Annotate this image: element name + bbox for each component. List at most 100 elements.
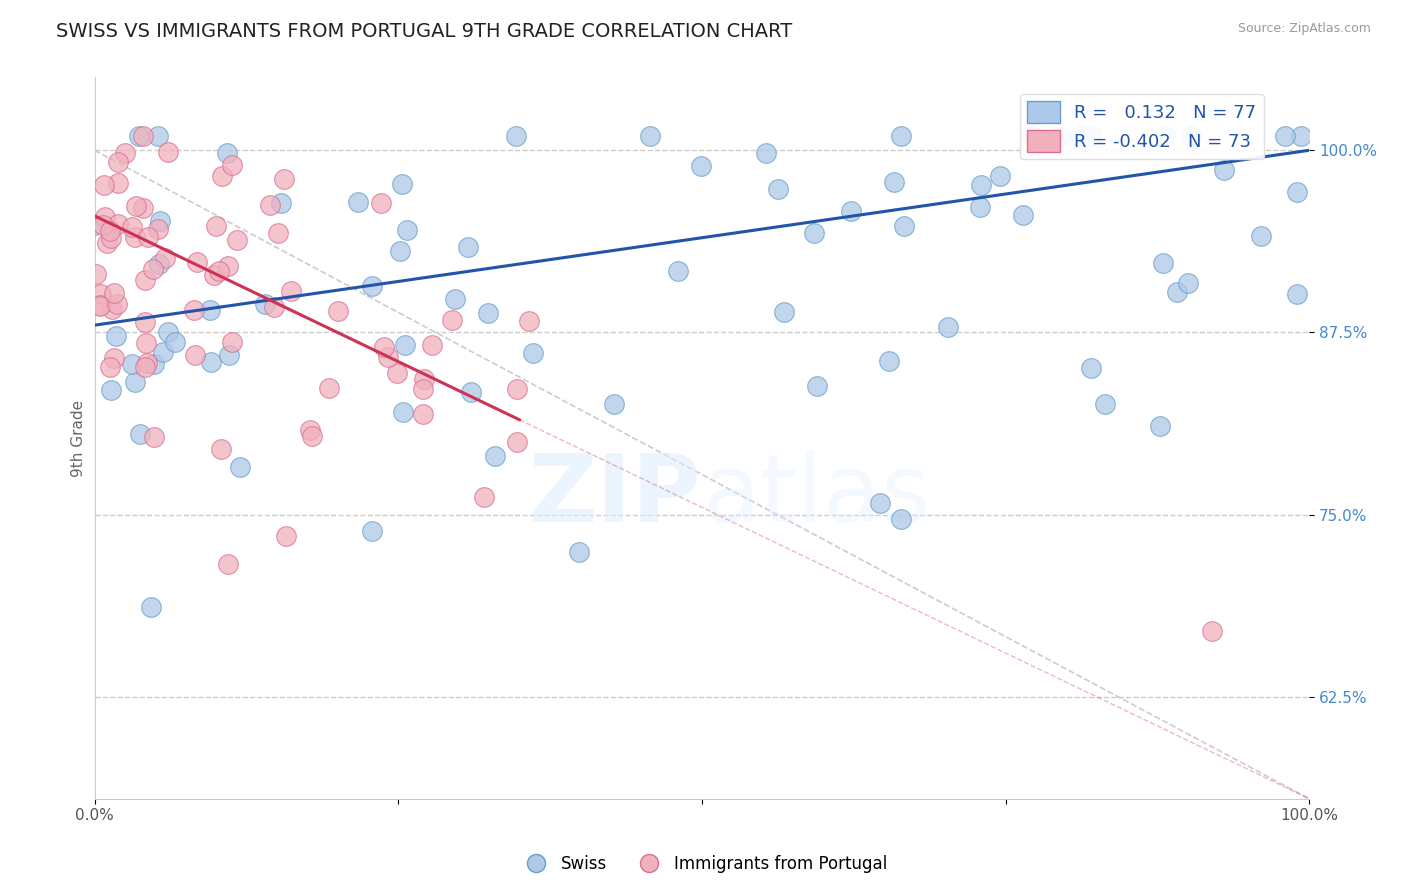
Point — [869, 496, 891, 510]
Point — [124, 375, 146, 389]
Point — [1069, 128, 1091, 143]
Point — [893, 219, 915, 233]
Point — [328, 304, 350, 318]
Point — [443, 292, 465, 306]
Point — [1049, 128, 1071, 143]
Point — [205, 219, 228, 233]
Point — [134, 315, 156, 329]
Point — [139, 600, 162, 615]
Point — [263, 300, 285, 314]
Point — [1080, 128, 1102, 143]
Point — [183, 302, 205, 317]
Point — [1286, 185, 1309, 199]
Point — [890, 512, 912, 526]
Point — [218, 348, 240, 362]
Point — [412, 372, 434, 386]
Point — [136, 230, 159, 244]
Point — [142, 262, 165, 277]
Point — [1201, 624, 1223, 639]
Point — [143, 357, 166, 371]
Point — [422, 338, 444, 352]
Point — [1177, 277, 1199, 291]
Point — [103, 351, 125, 365]
Point — [568, 545, 591, 559]
Point — [128, 128, 150, 143]
Point — [273, 172, 295, 186]
Point — [184, 348, 207, 362]
Point — [522, 346, 544, 360]
Point — [132, 201, 155, 215]
Legend: R =   0.132   N = 77, R = -0.402   N = 73: R = 0.132 N = 77, R = -0.402 N = 73 — [1021, 94, 1264, 160]
Point — [200, 355, 222, 369]
Point — [107, 155, 129, 169]
Point — [84, 267, 107, 281]
Point — [157, 325, 180, 339]
Point — [143, 430, 166, 444]
Point — [221, 158, 243, 172]
Point — [215, 145, 238, 160]
Point — [457, 240, 479, 254]
Point — [299, 424, 322, 438]
Point — [1250, 229, 1272, 244]
Point — [202, 268, 225, 282]
Text: atlas: atlas — [702, 450, 931, 541]
Point — [107, 217, 129, 231]
Point — [101, 302, 124, 317]
Point — [640, 128, 662, 143]
Text: Source: ZipAtlas.com: Source: ZipAtlas.com — [1237, 22, 1371, 36]
Point — [1213, 163, 1236, 178]
Y-axis label: 9th Grade: 9th Grade — [72, 400, 86, 476]
Point — [114, 146, 136, 161]
Point — [270, 196, 292, 211]
Point — [396, 222, 419, 236]
Point — [969, 200, 991, 214]
Point — [1180, 128, 1202, 143]
Point — [385, 366, 408, 380]
Legend: Swiss, Immigrants from Portugal: Swiss, Immigrants from Portugal — [512, 848, 894, 880]
Point — [803, 226, 825, 240]
Point — [1021, 128, 1043, 143]
Point — [318, 381, 340, 395]
Point — [1154, 128, 1177, 143]
Point — [98, 359, 121, 374]
Point — [412, 407, 434, 421]
Point — [1080, 361, 1102, 376]
Point — [988, 169, 1011, 183]
Point — [84, 218, 107, 232]
Point — [301, 429, 323, 443]
Point — [603, 397, 626, 411]
Point — [105, 329, 128, 343]
Point — [1166, 285, 1188, 300]
Point — [806, 379, 828, 393]
Point — [267, 227, 290, 241]
Point — [107, 176, 129, 190]
Point — [388, 244, 411, 259]
Point — [391, 177, 413, 191]
Point — [274, 529, 297, 543]
Point — [280, 284, 302, 298]
Point — [135, 336, 157, 351]
Point — [129, 427, 152, 442]
Point — [90, 287, 112, 301]
Point — [91, 218, 114, 232]
Point — [134, 359, 156, 374]
Text: SWISS VS IMMIGRANTS FROM PORTUGAL 9TH GRADE CORRELATION CHART: SWISS VS IMMIGRANTS FROM PORTUGAL 9TH GR… — [56, 22, 793, 41]
Point — [519, 314, 541, 328]
Point — [125, 199, 148, 213]
Point — [226, 233, 249, 247]
Point — [221, 335, 243, 350]
Point — [666, 264, 689, 278]
Point — [484, 449, 506, 463]
Point — [1152, 255, 1174, 269]
Point — [217, 259, 239, 273]
Point — [766, 182, 789, 196]
Point — [217, 558, 239, 572]
Point — [361, 279, 384, 293]
Point — [121, 219, 143, 234]
Point — [259, 197, 281, 211]
Point — [149, 214, 172, 228]
Point — [460, 385, 482, 400]
Text: ZIP: ZIP — [529, 450, 702, 541]
Point — [773, 305, 796, 319]
Point — [472, 490, 495, 504]
